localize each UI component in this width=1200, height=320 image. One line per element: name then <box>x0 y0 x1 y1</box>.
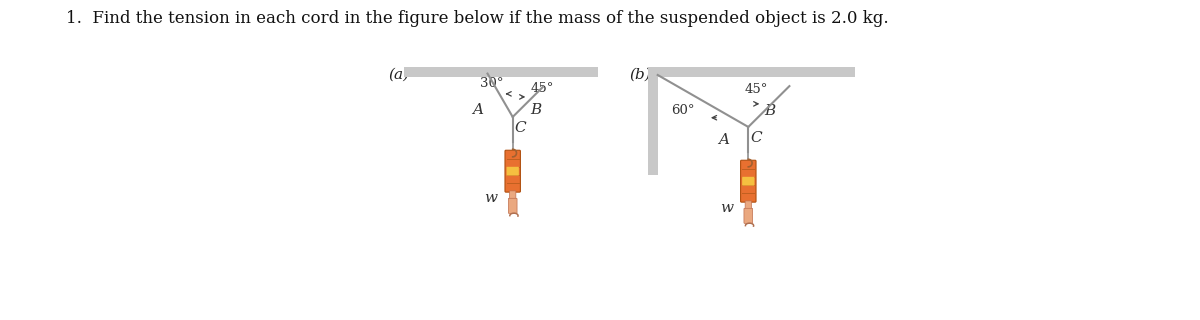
Text: 30°: 30° <box>480 77 504 90</box>
FancyBboxPatch shape <box>648 67 658 175</box>
Text: B: B <box>530 103 541 117</box>
Text: 45°: 45° <box>744 84 768 97</box>
FancyBboxPatch shape <box>742 177 755 186</box>
FancyBboxPatch shape <box>745 201 751 209</box>
Text: A: A <box>473 103 484 117</box>
Text: 60°: 60° <box>671 103 694 116</box>
Text: C: C <box>515 121 527 135</box>
FancyBboxPatch shape <box>505 150 521 192</box>
FancyBboxPatch shape <box>509 198 517 213</box>
FancyBboxPatch shape <box>510 191 516 199</box>
Text: C: C <box>750 131 762 145</box>
Text: A: A <box>718 133 730 147</box>
FancyBboxPatch shape <box>506 167 518 176</box>
Text: (a): (a) <box>389 68 410 82</box>
Text: w: w <box>485 191 498 205</box>
Text: 1.  Find the tension in each cord in the figure below if the mass of the suspend: 1. Find the tension in each cord in the … <box>66 10 889 27</box>
Text: w: w <box>720 201 733 215</box>
FancyBboxPatch shape <box>744 208 752 223</box>
FancyBboxPatch shape <box>740 160 756 202</box>
Text: 45°: 45° <box>530 82 554 95</box>
Text: (b): (b) <box>629 68 650 82</box>
FancyBboxPatch shape <box>404 67 598 77</box>
Text: B: B <box>764 104 775 118</box>
FancyBboxPatch shape <box>658 67 856 77</box>
